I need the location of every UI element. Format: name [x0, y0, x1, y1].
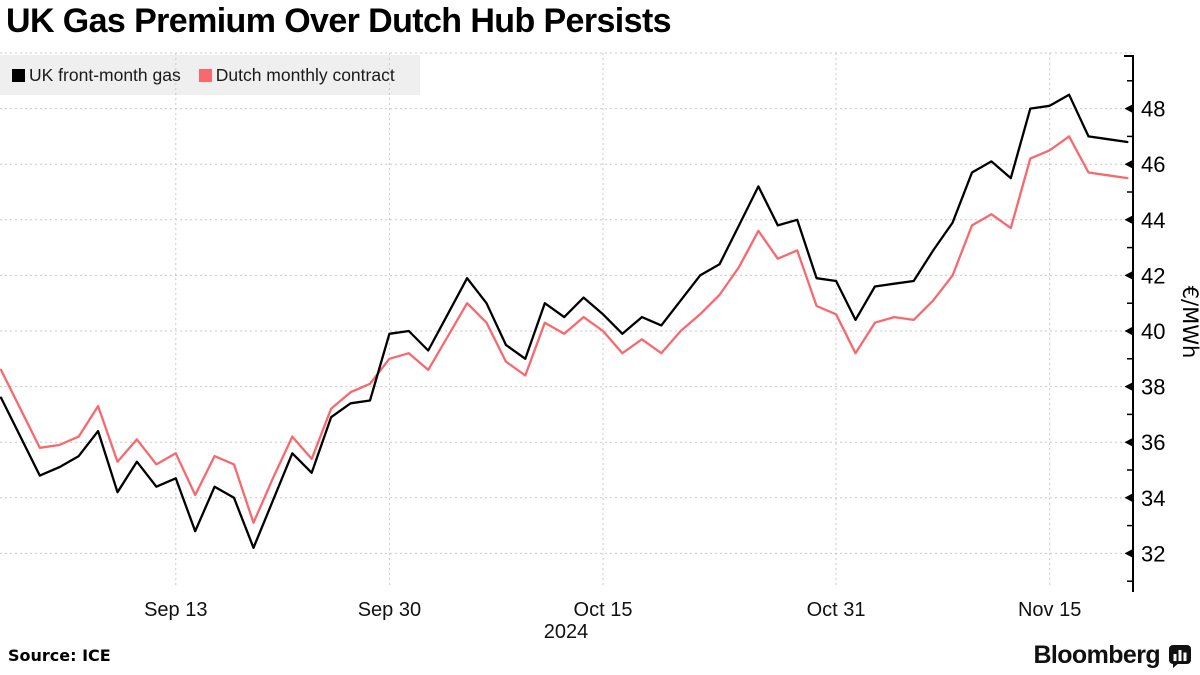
- uk-series-swatch-icon: [12, 68, 25, 82]
- y-tick-label: 40: [1141, 319, 1165, 344]
- y-tick-arrow-icon: [1124, 437, 1133, 447]
- y-tick-arrow-icon: [1124, 104, 1133, 114]
- y-tick-label: 42: [1141, 263, 1165, 288]
- y-axis-unit-label: €/MWh: [1178, 286, 1200, 359]
- y-tick-arrow-icon: [1124, 326, 1133, 336]
- x-tick-label: Oct 31: [807, 599, 866, 621]
- y-tick-label: 44: [1141, 208, 1165, 233]
- x-tick-label: Sep 13: [144, 599, 207, 621]
- legend-label-dutch: Dutch monthly contract: [215, 64, 395, 85]
- bloomberg-wordmark: Bloomberg: [1033, 641, 1160, 669]
- legend-label-uk: UK front-month gas: [29, 64, 181, 85]
- legend-item-uk: UK front-month gas: [12, 65, 181, 86]
- y-tick-label: 48: [1141, 97, 1165, 122]
- x-axis-year-label: 2024: [544, 621, 589, 643]
- x-tick-label: Sep 30: [358, 599, 421, 621]
- chart-title: UK Gas Premium Over Dutch Hub Persists: [6, 2, 672, 40]
- series-line-uk: [0, 93, 1129, 549]
- legend-item-dutch: Dutch monthly contract: [198, 64, 395, 86]
- bloomberg-branding: Bloomberg: [1033, 641, 1192, 670]
- y-tick-label: 36: [1141, 430, 1165, 455]
- x-tick-label: Nov 15: [1018, 599, 1081, 621]
- y-tick-arrow-icon: [1124, 548, 1133, 558]
- y-tick-arrow-icon: [1124, 215, 1133, 225]
- y-tick-arrow-icon: [1124, 159, 1133, 169]
- y-tick-arrow-icon: [1124, 493, 1133, 503]
- y-tick-label: 34: [1141, 486, 1165, 511]
- x-tick-label: Oct 15: [574, 599, 633, 621]
- chart-legend: UK front-month gas Dutch monthly contrac…: [0, 55, 420, 95]
- y-tick-label: 32: [1141, 541, 1165, 566]
- y-tick-arrow-icon: [1124, 270, 1133, 280]
- y-tick-label: 38: [1141, 375, 1165, 400]
- source-note: Source: ICE: [8, 646, 111, 665]
- series-line-dutch: [0, 135, 1129, 524]
- dutch-series-swatch-icon: [198, 68, 212, 82]
- y-tick-label: 46: [1141, 152, 1165, 177]
- y-tick-arrow-icon: [1124, 382, 1133, 392]
- bloomberg-logo-icon: [1169, 644, 1191, 668]
